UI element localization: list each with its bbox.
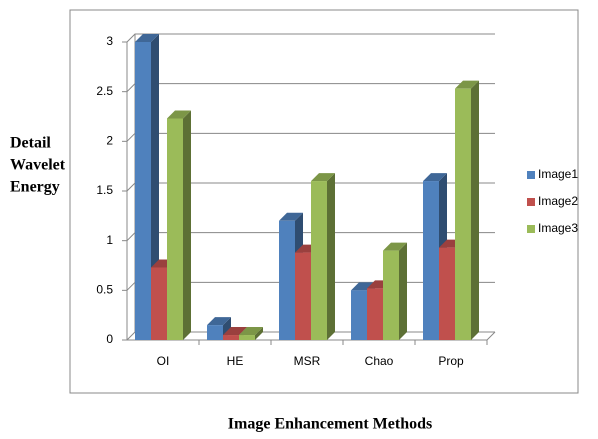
bar-side — [471, 80, 479, 340]
bar-side — [327, 173, 335, 340]
bar-top — [423, 173, 447, 182]
bar-top — [455, 80, 479, 89]
y-tick-label: 0.5 — [96, 283, 113, 297]
legend-label: Image2 — [538, 194, 578, 208]
x-tick-label: Chao — [365, 354, 394, 368]
y-tick-label: 3 — [106, 34, 113, 48]
bar-front — [455, 88, 471, 340]
bar-front — [223, 335, 239, 340]
legend-swatch — [527, 171, 535, 179]
bar-front — [239, 335, 255, 340]
bar — [239, 327, 263, 340]
bar-front — [151, 267, 167, 340]
y-tick-label: 1 — [106, 233, 113, 247]
bar-front — [167, 118, 183, 340]
x-tick-label: Prop — [438, 354, 464, 368]
y-tick-label: 0 — [106, 332, 113, 346]
bar-side — [255, 327, 263, 340]
bar-front — [423, 181, 439, 340]
bar-top — [135, 34, 159, 42]
legend-label: Image1 — [538, 167, 578, 181]
x-tick-label: HE — [227, 354, 244, 368]
y-tick-label: 1.5 — [96, 183, 113, 197]
bar-front — [439, 247, 455, 340]
x-tick-label: OI — [157, 354, 170, 368]
bar-side — [399, 242, 407, 340]
legend-swatch — [527, 225, 535, 233]
x-axis-title: Image Enhancement Methods — [228, 416, 432, 433]
y-axis-title: Energy — [10, 179, 60, 196]
chart-frame — [69, 9, 579, 394]
y-tick-label: 2 — [106, 134, 113, 148]
bar-top — [239, 327, 263, 336]
x-tick-label: MSR — [294, 354, 321, 368]
bar-side — [183, 110, 191, 340]
bar — [455, 80, 479, 340]
bar-front — [279, 220, 295, 340]
bar-top — [207, 317, 231, 326]
bar-front — [207, 325, 223, 340]
bar-top — [311, 173, 335, 182]
bar — [383, 242, 407, 340]
bar-front — [367, 288, 383, 340]
grid-line — [126, 33, 495, 43]
bar-top — [279, 212, 303, 221]
y-tick-label: 2.5 — [96, 84, 113, 98]
bar-top — [167, 110, 191, 119]
bar-front — [383, 250, 399, 340]
bar-front — [135, 42, 151, 340]
bar-top — [383, 242, 407, 251]
bar-front — [311, 181, 327, 340]
grid-line — [126, 83, 495, 93]
legend-swatch — [527, 198, 535, 206]
y-axis-title: Wavelet — [10, 157, 66, 174]
legend-label: Image3 — [538, 221, 578, 235]
bar-front — [295, 252, 311, 340]
bar — [311, 173, 335, 340]
bar-front — [351, 290, 367, 340]
bar — [167, 110, 191, 340]
y-axis-title: Detail — [10, 135, 51, 152]
